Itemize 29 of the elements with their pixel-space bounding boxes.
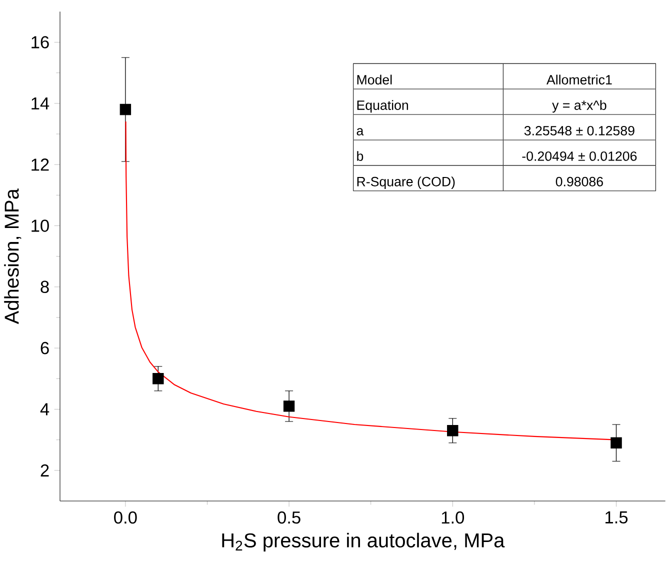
annotation: 3.25548 ± 0.12589 [524,126,634,136]
annotation: 0.98086 [556,176,603,186]
x-tick-label: 0.5 [278,511,300,524]
annotation: Model [357,74,392,84]
y-tick-label: 6 [40,342,49,354]
annotation: Allometric1 [546,74,612,84]
point [447,425,458,436]
annotation: b [357,151,364,161]
annotation: R-Square (COD) [357,176,455,189]
y-tick-label: 14 [32,97,50,110]
point [610,437,622,448]
point [152,373,164,384]
annotation: -0.20494 ± 0.01206 [522,151,637,161]
x-tick-label: 0.0 [114,511,137,524]
point [283,400,295,412]
x-tick-label: 1.5 [606,511,628,524]
x-axis-title: H$_{2}$S pressure in autoclave, MPa [222,532,505,552]
x-tick-label: 1.0 [442,511,464,524]
point [120,104,132,116]
y-tick-label: 12 [32,158,49,171]
y-axis-title: Adhesion, MPa [4,188,22,324]
annotation: Equation [357,100,408,113]
y-tick-label: 8 [40,280,49,294]
annotation: a [356,128,364,136]
y-tick-label: 10 [32,220,49,232]
annotation: y = a*x^b [552,100,606,113]
y-tick-label: 2 [40,464,49,476]
y-tick-label: 16 [32,36,49,48]
y-tick-label: 4 [40,403,50,416]
